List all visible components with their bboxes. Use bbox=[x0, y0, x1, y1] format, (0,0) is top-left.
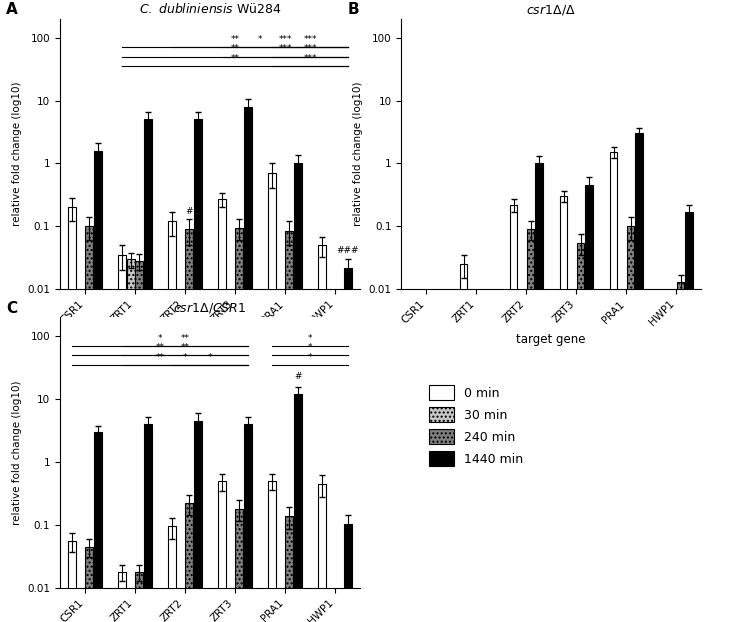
Text: **: ** bbox=[230, 44, 239, 53]
Bar bbox=[318, 245, 326, 622]
Text: ***: *** bbox=[303, 44, 316, 53]
Bar bbox=[676, 282, 685, 622]
Y-axis label: relative fold change (log10): relative fold change (log10) bbox=[353, 81, 363, 226]
Bar bbox=[218, 199, 226, 622]
Bar bbox=[268, 481, 276, 622]
Bar bbox=[244, 424, 252, 622]
Bar bbox=[285, 231, 293, 622]
Text: **: ** bbox=[230, 35, 239, 44]
Text: ***: *** bbox=[278, 35, 292, 44]
Bar bbox=[509, 205, 518, 622]
Bar bbox=[585, 185, 593, 622]
Bar bbox=[135, 572, 143, 622]
Bar bbox=[294, 164, 302, 622]
Text: *: * bbox=[183, 353, 188, 362]
Y-axis label: relative fold change (log10): relative fold change (log10) bbox=[12, 81, 22, 226]
Bar bbox=[318, 484, 326, 622]
Text: *: * bbox=[308, 343, 312, 352]
Text: B: B bbox=[347, 2, 358, 17]
Legend: 0 min, 30 min, 240 min, 1440 min: 0 min, 30 min, 240 min, 1440 min bbox=[422, 379, 530, 472]
Text: ***: *** bbox=[278, 44, 292, 53]
Title: $\mathit{csr1}\Delta/CSR1$: $\mathit{csr1}\Delta/CSR1$ bbox=[173, 301, 247, 315]
Bar bbox=[344, 524, 352, 622]
Bar bbox=[118, 572, 126, 622]
X-axis label: target gene: target gene bbox=[176, 333, 244, 346]
Text: #: # bbox=[185, 207, 193, 216]
Bar bbox=[635, 133, 643, 622]
Bar bbox=[135, 261, 143, 622]
Bar bbox=[268, 173, 276, 622]
Text: ***: *** bbox=[303, 54, 316, 63]
Text: **: ** bbox=[230, 54, 239, 63]
Bar bbox=[144, 119, 152, 622]
Bar bbox=[294, 394, 302, 622]
Bar bbox=[285, 516, 293, 622]
Bar bbox=[168, 526, 176, 622]
Bar bbox=[236, 228, 243, 622]
Bar bbox=[685, 212, 693, 622]
Bar bbox=[560, 197, 568, 622]
Text: ***: *** bbox=[303, 35, 316, 44]
Text: #: # bbox=[294, 372, 302, 381]
Text: **: ** bbox=[155, 353, 164, 362]
Bar bbox=[344, 267, 352, 622]
Bar bbox=[94, 432, 102, 622]
Bar bbox=[218, 481, 226, 622]
Bar bbox=[86, 226, 93, 622]
Bar bbox=[194, 119, 202, 622]
Bar bbox=[535, 164, 543, 622]
Title: $\mathit{csr1}\Delta/\Delta$: $\mathit{csr1}\Delta/\Delta$ bbox=[526, 2, 576, 17]
Bar bbox=[68, 207, 76, 622]
Bar bbox=[118, 255, 126, 622]
X-axis label: target gene: target gene bbox=[517, 333, 586, 346]
Bar bbox=[526, 229, 535, 622]
Bar bbox=[86, 547, 93, 622]
Text: ###: ### bbox=[337, 246, 359, 255]
Title: $\mathit{C.\ dubliniensis}$ Wü284: $\mathit{C.\ dubliniensis}$ Wü284 bbox=[139, 2, 281, 16]
Bar bbox=[127, 259, 135, 622]
Bar bbox=[185, 503, 194, 622]
Text: *: * bbox=[308, 334, 312, 343]
Bar bbox=[577, 243, 584, 622]
Bar bbox=[460, 264, 467, 622]
Text: *: * bbox=[308, 353, 312, 362]
Text: *: * bbox=[258, 35, 262, 44]
Text: C: C bbox=[6, 301, 17, 316]
Bar bbox=[610, 152, 617, 622]
Bar bbox=[185, 229, 194, 622]
Bar bbox=[244, 106, 252, 622]
Bar bbox=[144, 424, 152, 622]
Bar bbox=[236, 509, 243, 622]
Bar bbox=[68, 541, 76, 622]
Text: **: ** bbox=[181, 334, 190, 343]
Bar bbox=[626, 226, 634, 622]
Bar bbox=[94, 151, 102, 622]
Bar bbox=[168, 221, 176, 622]
Text: *: * bbox=[208, 353, 212, 362]
Text: *: * bbox=[158, 334, 162, 343]
Text: A: A bbox=[6, 2, 18, 17]
Bar bbox=[194, 421, 202, 622]
Text: **: ** bbox=[181, 343, 190, 352]
Y-axis label: relative fold change (log10): relative fold change (log10) bbox=[12, 380, 22, 525]
Text: **: ** bbox=[155, 343, 164, 352]
